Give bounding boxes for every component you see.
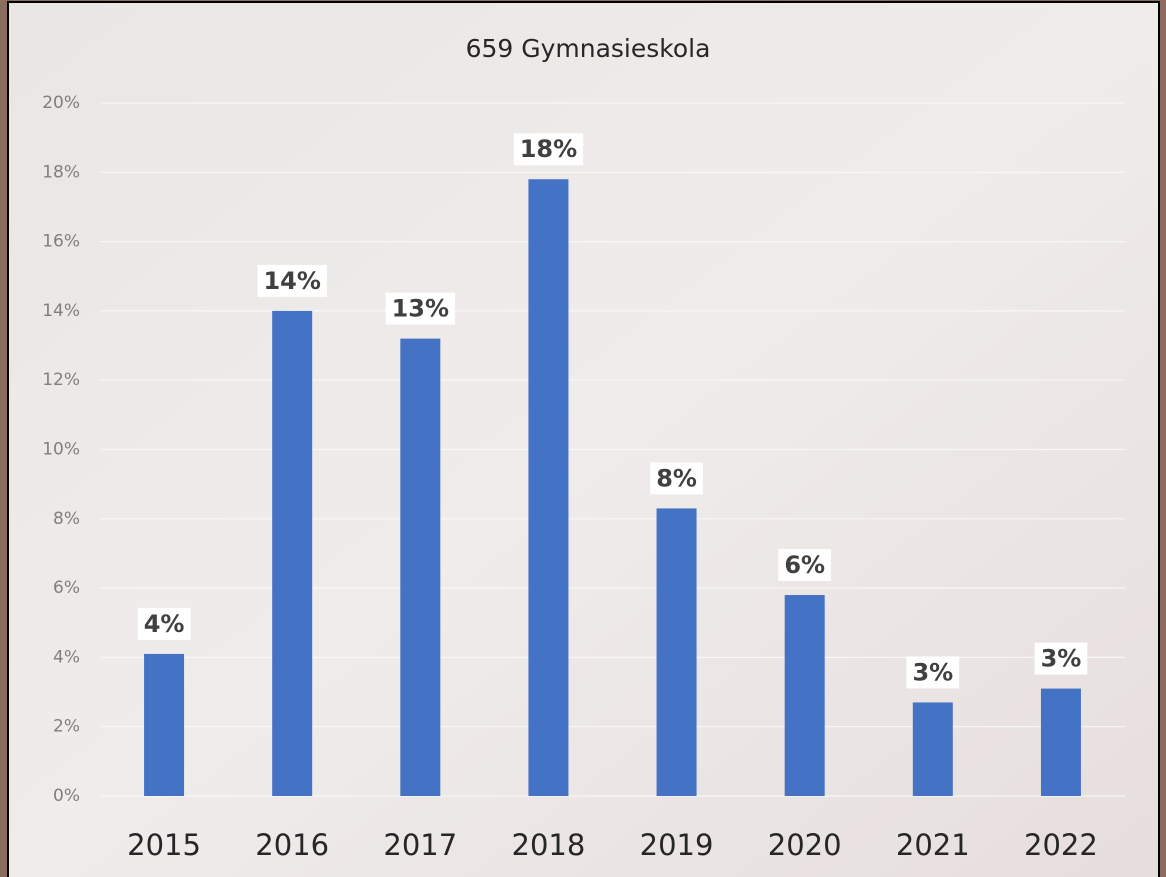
chart: 659 Gymnasieskola 0% 2% 4% 6% 8% 10% 12% 14% 16%…: [0, 0, 1166, 877]
bar: [272, 311, 312, 796]
x-tick-label: 2018: [512, 828, 586, 862]
value-label: 8%: [656, 464, 697, 492]
y-tick-label: 0%: [53, 786, 80, 806]
bar: [144, 654, 184, 796]
value-label: 13%: [392, 295, 449, 323]
y-tick-label: 6%: [53, 578, 80, 598]
x-tick-label: 2017: [383, 828, 457, 862]
y-tick-label: 14%: [42, 301, 80, 321]
page: {"chart_data": {"type": "bar", "title": …: [0, 0, 1166, 877]
y-tick-label: 12%: [42, 370, 80, 390]
y-tick-label: 2%: [53, 717, 80, 737]
bar: [785, 595, 825, 796]
y-tick-label: 18%: [42, 162, 80, 182]
x-tick-label: 2020: [768, 828, 842, 862]
x-tick-label: 2022: [1024, 828, 1098, 862]
x-tick-label: 2019: [640, 828, 714, 862]
value-label: 6%: [784, 551, 825, 579]
bar: [528, 179, 568, 796]
value-label: 3%: [912, 658, 953, 686]
x-tick-label: 2016: [255, 828, 329, 862]
y-tick-label: 16%: [42, 232, 80, 252]
y-tick-label: 20%: [42, 93, 80, 113]
bar: [913, 702, 953, 796]
y-tick-label: 4%: [53, 647, 80, 667]
value-label: 14%: [263, 267, 320, 295]
x-tick-label: 2021: [896, 828, 970, 862]
x-tick-label: 2015: [127, 828, 201, 862]
y-tick-label: 10%: [42, 440, 80, 460]
value-label: 18%: [520, 135, 577, 163]
y-tick-label: 8%: [53, 509, 80, 529]
value-label: 4%: [144, 610, 185, 638]
bar: [657, 508, 697, 796]
bar: [400, 339, 440, 796]
value-label: 3%: [1041, 645, 1082, 673]
chart-title: 659 Gymnasieskola: [466, 34, 711, 63]
bar: [1041, 689, 1081, 796]
